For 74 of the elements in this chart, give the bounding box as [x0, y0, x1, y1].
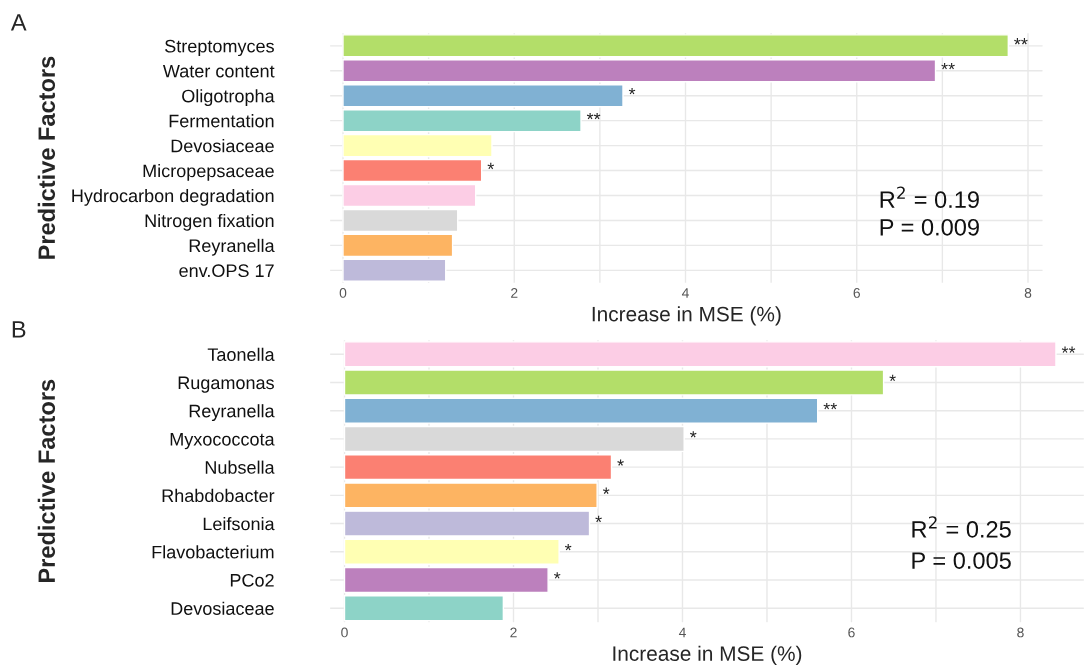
bar	[343, 510, 591, 537]
data-label: **	[1014, 38, 1028, 45]
bar	[343, 595, 505, 622]
x-axis-title: Increase in MSE (%)	[592, 306, 781, 326]
data-label: **	[586, 112, 601, 120]
y-tick-label: Fermentation	[169, 114, 274, 128]
data-label: *	[889, 374, 896, 382]
x-tick-label: 6	[848, 627, 855, 638]
data-label: **	[1061, 346, 1076, 353]
y-tick-label: Nubsella	[205, 460, 275, 474]
bar	[342, 258, 447, 283]
y-tick-label: Reyranella	[189, 238, 275, 256]
y-tick-label: Hydrocarbon degradation	[72, 188, 274, 206]
y-tick-label: PCo2	[230, 573, 274, 587]
x-tick-label: 2	[510, 627, 517, 638]
x-tick-label: 6	[853, 288, 860, 298]
annotation: P = 0.005	[912, 552, 1011, 569]
x-tick-label: 8	[1024, 288, 1032, 298]
data-label: *	[553, 572, 561, 579]
y-axis-title: Predictive Factors	[37, 379, 56, 583]
x-tick-label: 8	[1017, 627, 1024, 638]
bar	[342, 133, 493, 158]
bar	[342, 59, 937, 83]
y-tick-label: Reyranella	[189, 404, 275, 421]
bar	[343, 538, 560, 565]
bar	[342, 108, 582, 133]
data-label: **	[823, 402, 837, 410]
x-tick-label: 0	[341, 627, 348, 638]
bar	[342, 158, 483, 183]
x-tick-label: 4	[678, 627, 686, 638]
annotation: P = 0.009	[880, 218, 979, 236]
y-tick-label: Rhabdobacter	[162, 488, 275, 503]
y-tick-label: Leifsonia	[203, 517, 275, 531]
data-label: *	[595, 515, 602, 523]
bar	[343, 369, 885, 396]
bar	[343, 454, 613, 481]
y-tick-label: Rugamonas	[178, 376, 274, 393]
y-tick-label: Water content	[162, 64, 275, 78]
bar	[342, 84, 624, 108]
y-tick-label: Nitrogen fixation	[145, 213, 274, 231]
bar	[343, 482, 598, 509]
bar	[343, 397, 819, 424]
bar	[343, 425, 685, 453]
y-tick-label: Streptomyces	[165, 39, 274, 57]
bar	[342, 208, 459, 233]
y-tick-label: Devosiaceae	[171, 601, 274, 615]
data-label: *	[617, 459, 624, 466]
y-tick-label: Devosiaceae	[171, 139, 274, 153]
data-label: *	[602, 487, 610, 494]
x-tick-label: 2	[511, 288, 518, 298]
bar	[343, 341, 1057, 368]
y-tick-label: Flavobacterium	[152, 545, 274, 559]
data-label: *	[690, 431, 697, 438]
text: B	[12, 321, 26, 338]
bar	[342, 34, 1010, 58]
annotation: R$^{2}$ = 0.19	[880, 186, 979, 209]
y-tick-label: Taonella	[207, 347, 275, 361]
y-tick-label: Oligotropha	[182, 89, 275, 106]
bar	[343, 566, 549, 594]
y-axis-title: Predictive Factors	[37, 56, 56, 259]
x-tick-label: 4	[681, 288, 689, 298]
data-label: **	[941, 63, 955, 70]
data-label: *	[628, 87, 636, 95]
x-tick-label: 0	[339, 288, 347, 298]
y-tick-label: Micropepsaceae	[143, 164, 274, 181]
annotation: R$^{2}$ = 0.25	[912, 516, 1011, 538]
y-tick-label: Myxococcota	[170, 433, 275, 450]
y-tick-label: env.OPS 17	[179, 264, 274, 278]
text: A	[10, 14, 27, 31]
bar	[342, 183, 477, 208]
x-axis-title: Increase in MSE (%)	[613, 645, 802, 666]
data-label: *	[564, 544, 572, 551]
data-label: *	[487, 162, 494, 170]
bar	[342, 233, 454, 258]
